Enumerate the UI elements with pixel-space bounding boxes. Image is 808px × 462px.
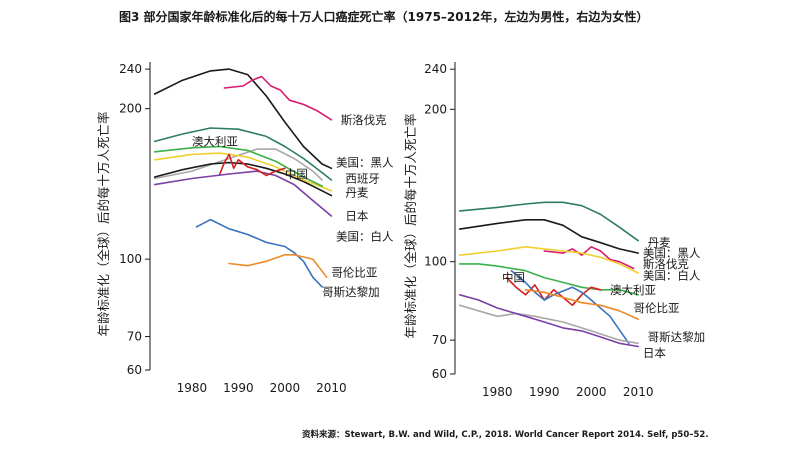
series-line-yellow bbox=[153, 152, 333, 192]
series-label: 丹麦 bbox=[648, 236, 671, 250]
series-line-green bbox=[458, 263, 640, 296]
series-line-black bbox=[153, 68, 333, 170]
x-tick-label: 1990 bbox=[223, 381, 254, 395]
figure-title: 图3 部分国家年龄标准化后的每十万人口癌症死亡率（1975–2012年，左边为男… bbox=[119, 10, 649, 24]
x-tick-label: 2010 bbox=[623, 385, 654, 399]
series-label: 日本 bbox=[345, 209, 368, 223]
y-tick-label: 100 bbox=[424, 255, 447, 269]
x-tick-label: 1980 bbox=[482, 385, 513, 399]
series-label: 澳大利亚 bbox=[610, 283, 656, 297]
y-tick-label: 240 bbox=[119, 62, 142, 76]
series-line-black bbox=[153, 161, 333, 197]
y-axis-label: 年龄标准化（全球）后的每十万人死亡率 bbox=[96, 111, 111, 336]
y-tick-label: 100 bbox=[119, 252, 142, 266]
y-tick-label: 60 bbox=[432, 367, 447, 381]
y-tick-label: 240 bbox=[424, 62, 447, 76]
series-label: 哥斯达黎加 bbox=[648, 330, 706, 344]
y-axis-label: 年龄标准化（全球）后的每十万人死亡率 bbox=[403, 113, 418, 338]
series-line-purple bbox=[153, 170, 333, 217]
x-tick-label: 2000 bbox=[576, 385, 607, 399]
series-label: 哥伦比亚 bbox=[331, 266, 377, 280]
series-label: 日本 bbox=[643, 346, 666, 360]
series-line-magenta bbox=[223, 75, 333, 121]
y-tick-label: 200 bbox=[119, 102, 142, 116]
x-tick-label: 2010 bbox=[316, 381, 347, 395]
series-line-gray bbox=[153, 148, 323, 181]
series-line-teal bbox=[153, 127, 333, 181]
y-tick-label: 70 bbox=[432, 333, 447, 347]
series-line-red bbox=[219, 153, 286, 177]
series-label: 丹麦 bbox=[345, 185, 368, 199]
x-tick-label: 1980 bbox=[177, 381, 208, 395]
series-line-blue bbox=[510, 269, 630, 345]
figure-source: 资料来源：Stewart, B.W. and Wild, C.P., 2018.… bbox=[302, 430, 709, 440]
chart-panel-male: 60 70 100 200 240 1980 1990 2000 2010 年龄标准化（全球）后的… bbox=[96, 62, 394, 395]
series-line-orange bbox=[228, 254, 328, 279]
chart-panel-female: 60 70 100 200 240 1980 1990 2000 2010 年龄标准化（全球）后的… bbox=[403, 62, 705, 399]
series-label: 美国：白人 bbox=[336, 229, 394, 243]
series-line-red bbox=[505, 276, 602, 307]
series-label: 美国：白人 bbox=[643, 268, 701, 282]
series-label: 中国 bbox=[285, 167, 308, 181]
series-line-yellow bbox=[458, 246, 640, 274]
series-label: 斯洛伐克 bbox=[341, 113, 387, 127]
series-line-teal bbox=[458, 201, 640, 242]
x-tick-label: 2000 bbox=[270, 381, 301, 395]
series-line-black bbox=[458, 219, 640, 254]
y-tick-label: 200 bbox=[424, 102, 447, 116]
series-label: 美国：黑人 bbox=[336, 156, 394, 170]
series-line-purple bbox=[458, 293, 640, 348]
series-label: 中国 bbox=[502, 271, 525, 285]
y-tick-label: 70 bbox=[127, 330, 142, 344]
series-line-green bbox=[153, 145, 323, 187]
series-label: 斯洛伐克 bbox=[643, 257, 689, 271]
series-label: 哥伦比亚 bbox=[634, 301, 680, 315]
series-label: 美国：黑人 bbox=[643, 246, 701, 260]
series-label: 西班牙 bbox=[345, 171, 380, 185]
series-line-blue bbox=[195, 218, 323, 288]
series-label: 哥斯达黎加 bbox=[322, 285, 380, 299]
series-line-gray bbox=[458, 304, 640, 345]
series-line-orange bbox=[524, 288, 640, 321]
y-tick-label: 60 bbox=[127, 363, 142, 377]
x-tick-label: 1990 bbox=[529, 385, 560, 399]
series-label: 澳大利亚 bbox=[192, 134, 238, 148]
